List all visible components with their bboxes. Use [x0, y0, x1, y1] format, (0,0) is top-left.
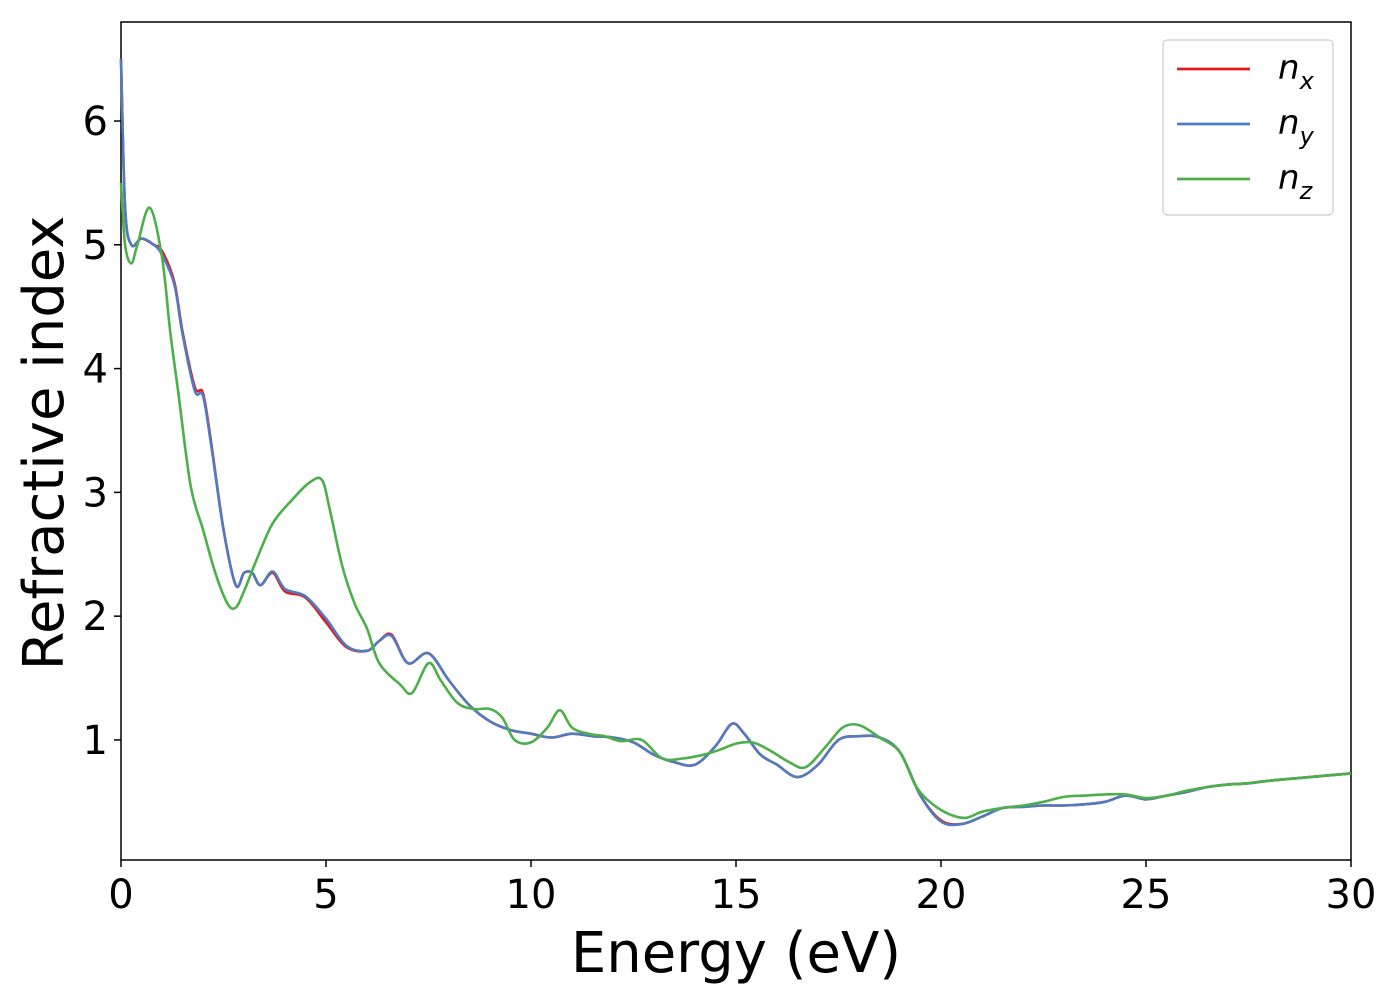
series-layer [119, 59, 1352, 827]
series-line-ny [119, 59, 1352, 827]
x-tick-label: 5 [313, 872, 338, 918]
y-tick-label: 4 [83, 347, 108, 393]
legend-label-nz: nz [1278, 158, 1314, 205]
y-tick-label: 3 [83, 470, 108, 516]
x-tick-label: 0 [108, 872, 133, 918]
plot-area [119, 21, 1352, 861]
y-tick-label: 2 [83, 594, 108, 640]
x-axis-ticks: 0 5 10 15 20 25 30 [108, 860, 1376, 918]
x-tick-label: 10 [506, 872, 557, 918]
legend-label-ny: ny [1278, 103, 1315, 150]
legend-label-nx: nx [1278, 48, 1315, 95]
plot-frame [120, 21, 1352, 861]
x-tick-label: 15 [711, 872, 762, 918]
legend-box [1162, 39, 1334, 216]
x-tick-label: 20 [916, 872, 967, 918]
y-tick-label: 6 [83, 99, 108, 145]
x-tick-label: 25 [1121, 872, 1172, 918]
y-axis-label: Refractive index [12, 216, 77, 671]
legend: nx ny nz [1162, 39, 1334, 216]
series-line-nz [119, 182, 1352, 820]
y-tick-label: 5 [83, 223, 108, 269]
y-tick-label: 1 [83, 718, 108, 764]
y-axis-ticks: 1 2 3 4 5 6 [83, 99, 121, 764]
x-axis-label: Energy (eV) [571, 921, 901, 986]
x-tick-label: 30 [1326, 872, 1377, 918]
